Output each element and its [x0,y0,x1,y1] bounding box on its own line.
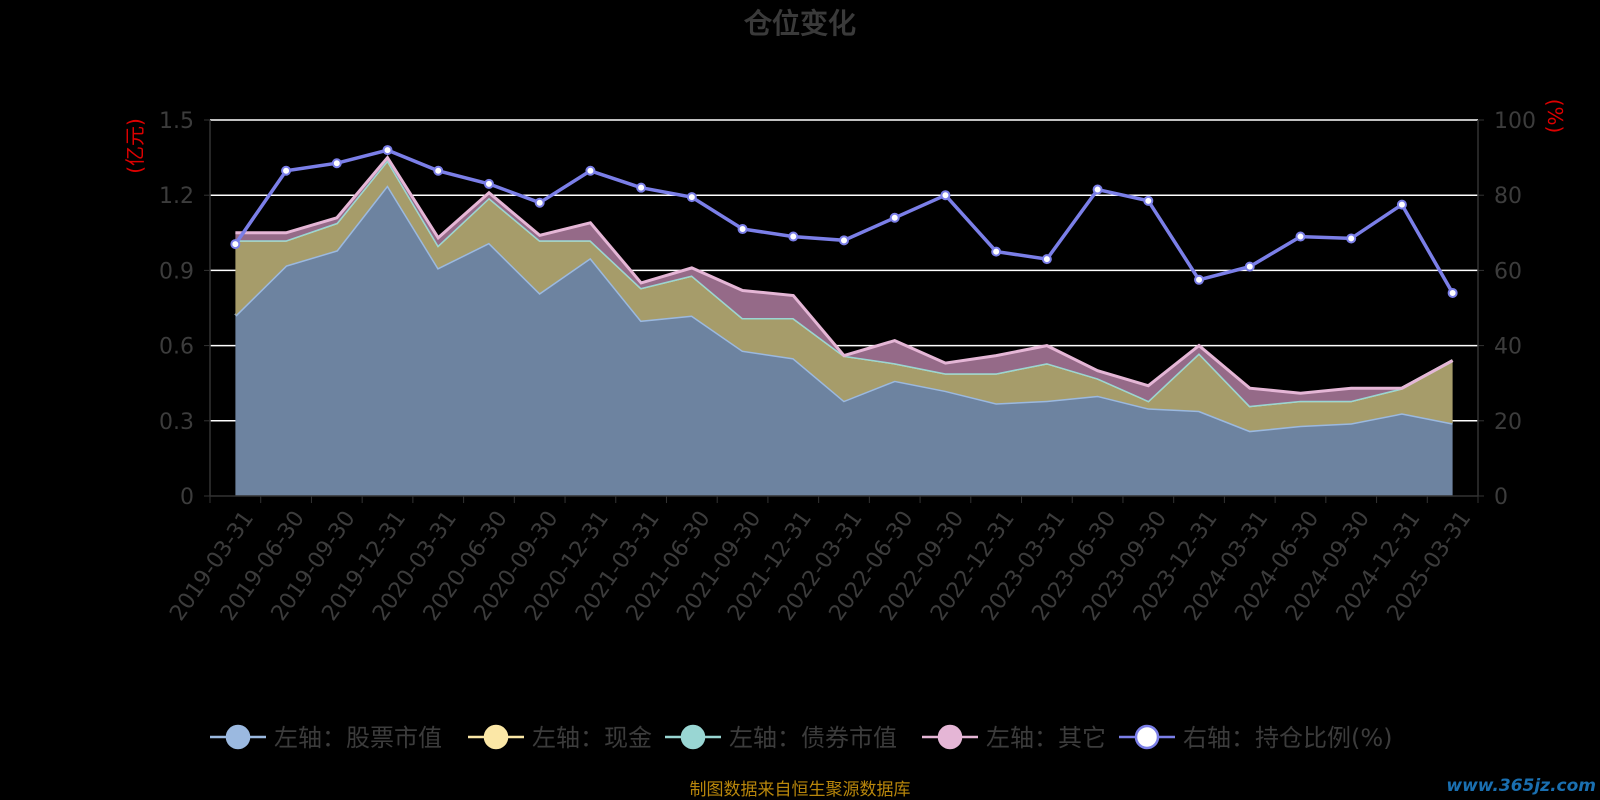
area-左轴：现金 [235,160,1453,431]
stacked-areas [234,155,1454,496]
chart-title: 仓位变化 [744,7,856,40]
ratio-point [230,239,241,250]
ratio-point [1396,199,1407,210]
ratio-point [1143,195,1154,206]
right-axis-tick-label: 60 [1494,259,1522,284]
left-axis-tick-label: 0.3 [159,410,194,435]
legend-label-3: 左轴：其它 [986,724,1106,752]
legend-marker-1 [483,724,509,750]
left-axis-unit: (亿元) [123,118,147,174]
ratio-point [585,165,596,176]
ratio-line-layer [230,145,1458,298]
left-axis-tick-label: 0 [180,485,194,510]
ratio-point [889,212,900,223]
legend-label-1: 左轴：现金 [532,724,652,752]
right-axis-tick-label: 40 [1494,335,1522,360]
ratio-point [534,197,545,208]
ratio-point [1092,184,1103,195]
ratio-point [737,224,748,235]
ratio-point [636,182,647,193]
ratio-point [1041,254,1052,265]
legend-marker-2 [680,724,706,750]
legend-label-2: 左轴：债券市值 [729,724,897,752]
left-axis-tick-label: 1.2 [159,184,194,209]
legend: 左轴：股票市值 左轴：现金 左轴：债券市值 左轴：其它 右轴：持仓比例(%) [210,724,1393,752]
right-axis-tick-label: 0 [1494,485,1508,510]
ratio-point [940,190,951,201]
ratio-point [331,158,342,169]
legend-marker-3 [937,724,963,750]
legend-label-0: 左轴：股票市值 [274,724,442,752]
ratio-point [483,178,494,189]
ratio-point [839,235,849,246]
ratio-point [1194,274,1205,285]
ratio-point [281,165,292,176]
ratio-point [686,192,697,203]
right-axis-tick-label: 80 [1494,184,1522,209]
left-axis-tick-label: 0.6 [159,335,194,360]
ratio-point [1244,261,1255,272]
legend-marker-0 [225,724,251,750]
watermark: www.365jz.com [1446,776,1596,796]
ratio-point [991,246,1002,257]
left-axis-tick-label: 0.9 [159,259,194,284]
source-note: 制图数据来自恒生聚源数据库 [690,780,911,800]
area-左轴：股票市值 [235,185,1453,496]
legend-marker-4 [1134,724,1160,750]
ratio-point [1447,287,1458,298]
legend-label-4: 右轴：持仓比例(%) [1183,724,1393,752]
ratio-point [433,165,444,176]
left-axis-tick-label: 1.5 [159,109,194,134]
ratio-point [1295,231,1306,242]
right-axis-tick-label: 100 [1494,109,1536,134]
ratio-point [1346,233,1357,244]
ratio-point [788,231,799,242]
right-axis-tick-label: 20 [1494,410,1522,435]
right-axis-unit: (%) [1543,99,1567,134]
ratio-point [382,145,393,156]
area-edge-左轴：其它 [235,155,1454,395]
